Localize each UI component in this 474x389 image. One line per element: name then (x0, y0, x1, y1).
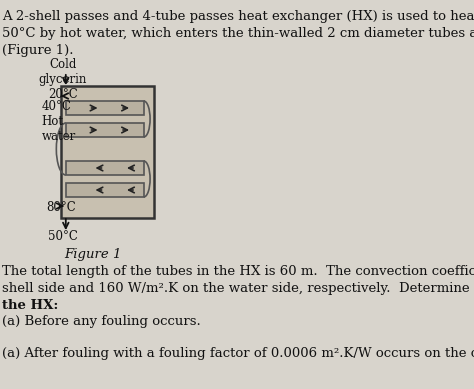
Bar (66, 183, 144, 197)
Text: shell side and 160 W/m².K on the water side, respectively.  Determine the rate o: shell side and 160 W/m².K on the water s… (2, 282, 474, 295)
Text: 80°C: 80°C (46, 201, 76, 214)
Text: Figure 1: Figure 1 (64, 248, 122, 261)
Bar (66, 101, 144, 115)
Bar (61, 86, 154, 218)
Text: A 2-shell passes and 4-tube passes heat exchanger (HX) is used to heat glycerin : A 2-shell passes and 4-tube passes heat … (2, 10, 474, 23)
Text: 50°C: 50°C (48, 230, 78, 243)
Bar (66, 161, 144, 175)
Text: (a) Before any fouling occurs.: (a) Before any fouling occurs. (2, 315, 201, 328)
Bar (66, 123, 144, 137)
Text: the HX:: the HX: (2, 299, 58, 312)
Text: The total length of the tubes in the HX is 60 m.  The convection coefficient is : The total length of the tubes in the HX … (2, 265, 474, 278)
Text: 50°C by hot water, which enters the thin-walled 2 cm diameter tubes at 80°C and : 50°C by hot water, which enters the thin… (2, 27, 474, 40)
Text: (Figure 1).: (Figure 1). (2, 44, 73, 57)
Text: Cold
glycerin
20°C: Cold glycerin 20°C (39, 58, 87, 101)
Text: (a) After fouling with a fouling factor of 0.0006 m².K/W occurs on the outer sur: (a) After fouling with a fouling factor … (2, 347, 474, 360)
Text: 40°C
Hot
water: 40°C Hot water (41, 100, 76, 143)
